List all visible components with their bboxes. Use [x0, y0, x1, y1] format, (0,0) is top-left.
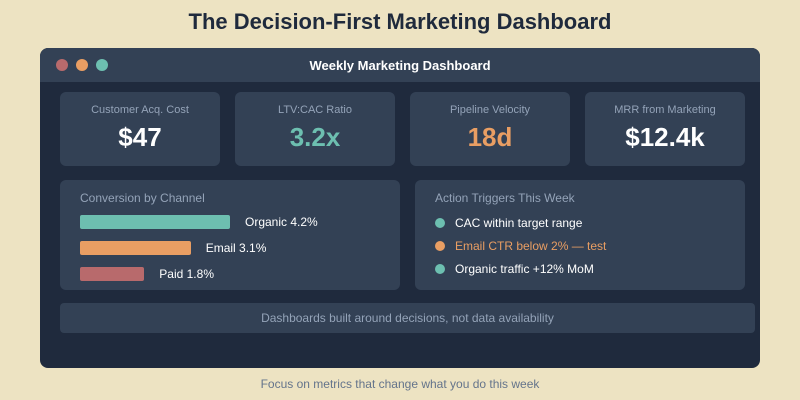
trigger-item: CAC within target range — [435, 216, 582, 230]
status-dot-icon — [435, 264, 445, 274]
kpi-card: MRR from Marketing $12.4k — [585, 92, 745, 166]
trigger-text: CAC within target range — [455, 216, 583, 230]
conversion-label: Email 3.1% — [205, 241, 267, 255]
caption: Focus on metrics that change what you do… — [260, 377, 540, 391]
kpi-card: Customer Acq. Cost $47 — [60, 92, 220, 166]
footer-banner: Dashboards built around decisions, not d… — [60, 303, 755, 333]
kpi-label: Customer Acq. Cost — [91, 104, 189, 116]
conversion-bar — [80, 267, 145, 281]
conversion-panel: Conversion by Channel Organic 4.2% Email … — [60, 180, 400, 290]
kpi-value: 3.2x — [289, 122, 341, 152]
conversion-title: Conversion by Channel — [80, 191, 205, 205]
page-title: The Decision-First Marketing Dashboard — [188, 9, 612, 34]
minimize-button[interactable] — [76, 59, 88, 71]
window-title: Weekly Marketing Dashboard — [309, 58, 491, 73]
trigger-item: Email CTR below 2% — test — [435, 239, 606, 253]
status-dot-icon — [435, 218, 445, 228]
trigger-text: Email CTR below 2% — test — [455, 239, 607, 253]
kpi-label: MRR from Marketing — [614, 104, 716, 116]
kpi-label: Pipeline Velocity — [449, 104, 531, 116]
kpi-card: LTV:CAC Ratio 3.2x — [235, 92, 395, 166]
trigger-item: Organic traffic +12% MoM — [435, 262, 594, 276]
dashboard-window: Weekly Marketing Dashboard Customer Acq.… — [40, 48, 760, 368]
conversion-bar — [80, 241, 191, 255]
triggers-title: Action Triggers This Week — [435, 191, 575, 205]
kpi-card: Pipeline Velocity 18d — [410, 92, 570, 166]
kpi-label: LTV:CAC Ratio — [278, 104, 352, 116]
conversion-label: Paid 1.8% — [159, 267, 214, 281]
status-dot-icon — [435, 241, 445, 251]
conversion-label: Organic 4.2% — [245, 215, 318, 229]
kpi-value: $12.4k — [625, 122, 705, 152]
close-button[interactable] — [56, 59, 68, 71]
conversion-bar — [80, 215, 230, 229]
kpi-value: $47 — [118, 122, 162, 152]
trigger-text: Organic traffic +12% MoM — [455, 262, 594, 276]
kpi-value: 18d — [467, 122, 513, 152]
triggers-panel: Action Triggers This Week CAC within tar… — [415, 180, 745, 290]
window-titlebar: Weekly Marketing Dashboard — [40, 48, 760, 82]
maximize-button[interactable] — [96, 59, 108, 71]
